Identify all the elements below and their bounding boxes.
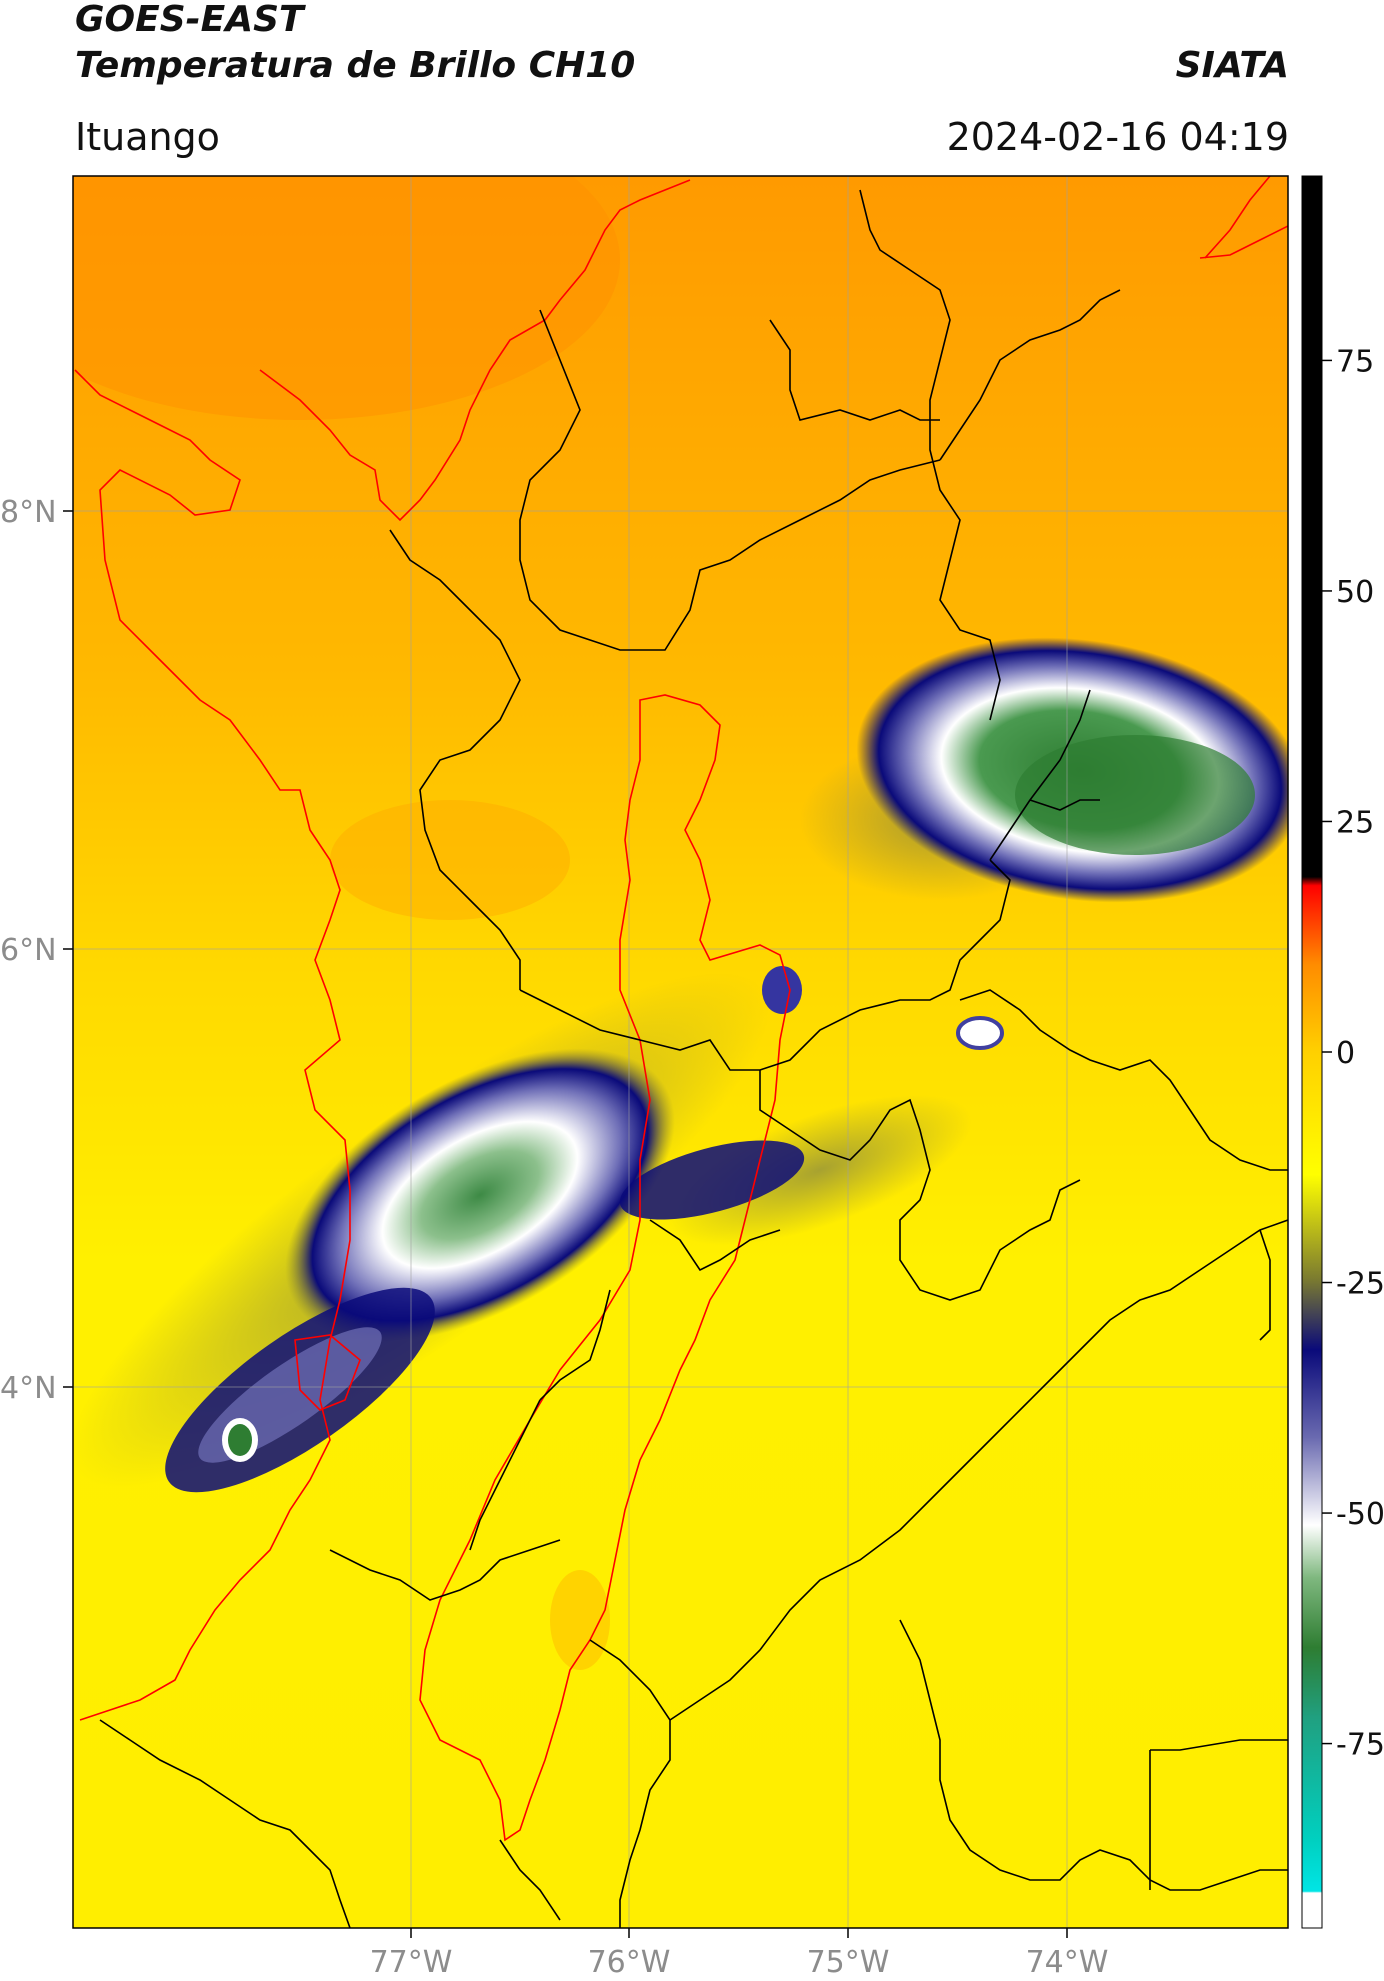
small-cell-core (228, 1424, 252, 1456)
axis-ticks (63, 510, 1068, 1938)
product-title: Temperatura de Brillo CH10 (75, 45, 636, 86)
coastline (74, 176, 1288, 1842)
convective-cell-central (285, 1048, 675, 1342)
colorbar-tick-label: 25 (1336, 805, 1374, 840)
lat-label-4n: 4°N (0, 1371, 57, 1406)
colorbar: 75 50 25 0 -25 -50 -75 (1301, 175, 1384, 1929)
small-cell-north (762, 966, 802, 1014)
satellite-title: GOES-EAST (75, 0, 304, 40)
map-frame (72, 175, 1289, 1929)
lon-label-74w: 74°W (1026, 1945, 1109, 1980)
agency-label: SIATA (1175, 45, 1289, 86)
colorbar-tick-label: -75 (1336, 1728, 1384, 1763)
colorbar-tick-label: 0 (1336, 1036, 1355, 1071)
lon-label-77w: 77°W (370, 1945, 453, 1980)
colorbar-scale (1301, 175, 1323, 1929)
lon-label-76w: 76°W (588, 1945, 671, 1980)
department-borders (99, 189, 1288, 1928)
colorbar-tick-label: 75 (1336, 344, 1374, 379)
timestamp-label: 2024-02-16 04:19 (946, 115, 1289, 159)
colorbar-tick-label: -25 (1336, 1267, 1384, 1302)
colorbar-tick-label: -50 (1336, 1497, 1384, 1532)
lat-label-8n: 8°N (0, 495, 57, 530)
small-cell-east (956, 1016, 1004, 1050)
location-label: Ituango (75, 115, 220, 159)
lat-label-6n: 6°N (0, 933, 57, 968)
cloud-haze-central (668, 1094, 972, 1246)
lon-label-75w: 75°W (807, 1945, 890, 1980)
graticule (73, 176, 1288, 1928)
colorbar-tick-label: 50 (1336, 575, 1374, 610)
